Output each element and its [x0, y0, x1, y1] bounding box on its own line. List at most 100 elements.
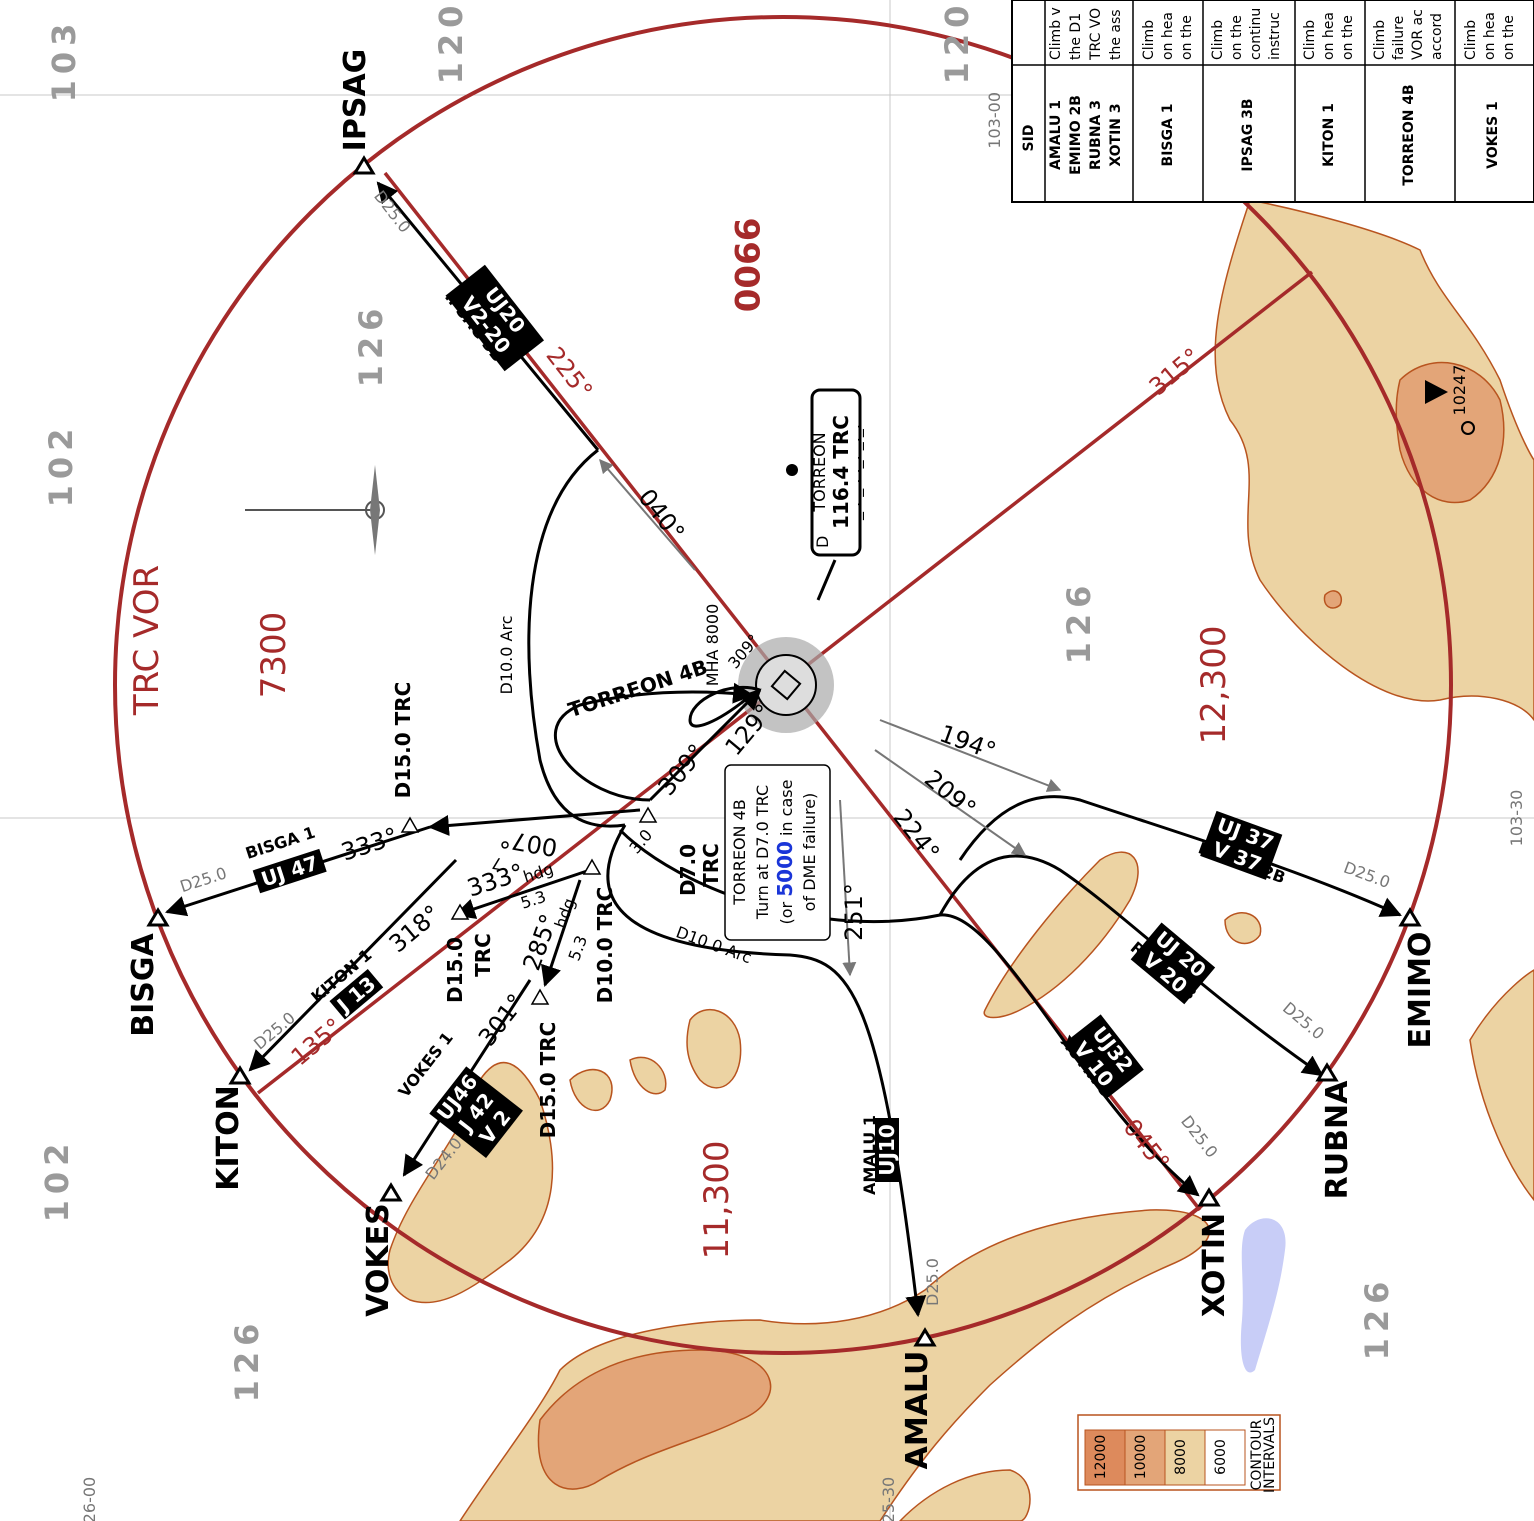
note-altitude: 5000 — [773, 841, 797, 897]
svg-text:VOR ac: VOR ac — [1410, 9, 1426, 60]
svg-text:the D1: the D1 — [1068, 13, 1084, 60]
dist-d25-xotin: D25.0 — [1177, 1112, 1221, 1161]
svg-text:12000: 12000 — [1093, 1435, 1109, 1480]
svg-text:UJ10: UJ10 — [875, 1124, 899, 1176]
svg-text:on the: on the — [1340, 15, 1356, 60]
airway-amalu: UJ10 — [875, 1118, 899, 1182]
svg-text:continu: continu — [1248, 8, 1264, 60]
vor-rose — [755, 654, 817, 716]
route-amalu: AMALU 1 — [860, 1115, 879, 1195]
msa-bearing-315: 315° — [1144, 343, 1206, 402]
navaid-freq: 116.4 TRC — [829, 415, 853, 529]
navaid-morse: _ . _ . ._. _._. — [845, 424, 865, 521]
fix-d15-w2: TRC — [471, 933, 495, 977]
arc-label-a: D10.0 Arc — [497, 616, 516, 695]
grid-label-tl: 103 — [45, 18, 83, 103]
svg-text:on hea: on hea — [1160, 12, 1176, 60]
terrain-mid1 — [983, 851, 1139, 1019]
spot-elev-icon — [1461, 421, 1475, 435]
grid-label-lc: 126 — [228, 1318, 266, 1403]
svg-text:failure: failure — [1391, 16, 1407, 60]
gray-arrows — [599, 458, 1062, 977]
coord-bottom-mid: 25-30 — [879, 1477, 898, 1521]
route-torreon: TORREON 4B — [565, 655, 710, 723]
course-318: 318° — [384, 900, 446, 959]
svg-text:Climb v: Climb v — [1048, 7, 1064, 60]
svg-text:INTERVALS: INTERVALS — [1262, 1417, 1278, 1493]
fix-d15-n: D15.0 TRC — [391, 682, 415, 799]
sid-table: SID AMALU 1 EMIMO 2B RUBNA 3 XOTIN 3 Cli… — [1011, 0, 1534, 203]
msa-s: 11,300 — [697, 1141, 737, 1260]
svg-text:on the: on the — [1501, 15, 1517, 60]
svg-text:KITON 1: KITON 1 — [1321, 103, 1337, 167]
svg-text:VOKES 1: VOKES 1 — [1485, 101, 1501, 169]
svg-text:10000: 10000 — [1133, 1435, 1149, 1480]
waypoint-triangles — [146, 155, 1422, 1347]
coord-bottom-left: 26-00 — [80, 1477, 99, 1521]
svg-text:TRC VO: TRC VO — [1088, 8, 1104, 61]
wp-vokes[interactable]: VOKES — [361, 1203, 396, 1317]
svg-text:instruc: instruc — [1267, 12, 1283, 60]
navaid-box: TORREON 116.4 TRC D _ . _ . ._. _._. — [786, 388, 865, 601]
dist-d25-emimo: D25.0 — [1341, 858, 1393, 892]
contour-legend: 12000 10000 8000 6000 CONTOUR INTERVALS — [1077, 1414, 1281, 1493]
svg-text:of DME failure): of DME failure) — [800, 793, 819, 912]
svg-text:XOTIN 3: XOTIN 3 — [1108, 103, 1124, 166]
course-251: 251° — [840, 883, 868, 941]
svg-text:6000: 6000 — [1213, 1439, 1229, 1475]
navaid-name: TORREON — [810, 432, 829, 512]
svg-text:TORREON 4B: TORREON 4B — [730, 799, 749, 906]
fix-d15-w1: D15.0 — [443, 937, 467, 1003]
msa-e: 12,300 — [1194, 626, 1234, 745]
course-301: 301° — [473, 989, 531, 1052]
dist-d25-amalu: D25.0 — [923, 1258, 942, 1306]
coord-right: 103-30 — [1507, 790, 1526, 847]
terrain-south-mid — [537, 1349, 772, 1490]
terrain-east-mid — [1395, 361, 1505, 504]
course-040: 040° — [632, 484, 690, 547]
svg-text:Climb: Climb — [1141, 20, 1157, 60]
dist-d25-bisga: D25.0 — [178, 863, 229, 896]
grid-label-uc: 126 — [352, 303, 390, 388]
fix-d7b: TRC — [699, 843, 723, 887]
hdg-label-b: hdg — [551, 896, 579, 931]
fix-d15-s: D15.0 TRC — [536, 1022, 560, 1139]
airway-xotin: UJ32 V 10 — [1062, 1014, 1144, 1100]
svg-text:8000: 8000 — [1173, 1439, 1189, 1475]
wp-emimo[interactable]: EMIMO — [1403, 932, 1438, 1049]
grid-label-br: 126 — [1358, 1276, 1396, 1361]
dist-7: 7 — [490, 853, 503, 873]
sid-header: SID — [1021, 125, 1037, 152]
grid-label-tc2: 120 — [938, 0, 976, 84]
wp-rubna[interactable]: RUBNA — [1320, 1080, 1355, 1199]
svg-text:TORREON 4B: TORREON 4B — [1401, 84, 1417, 185]
wp-kiton[interactable]: KITON — [211, 1085, 246, 1190]
svg-text:Climb: Climb — [1302, 20, 1318, 60]
svg-text:Climb: Climb — [1210, 20, 1226, 60]
grid-label-bl: 102 — [38, 1138, 76, 1223]
obstacle-arrow-icon — [1425, 380, 1448, 404]
fix-d7a: D7.0 — [676, 844, 700, 896]
grid-label-ml: 102 — [42, 423, 80, 508]
course-224: 224° — [887, 804, 945, 867]
note-box: TORREON 4B Turn at D7.0 TRC (or 5000 in … — [724, 764, 831, 941]
svg-text:CONTOUR: CONTOUR — [1249, 1419, 1265, 1490]
wp-ipsag[interactable]: IPSAG — [338, 49, 373, 152]
dist-53b: 5.3 — [565, 933, 592, 963]
svg-text:(or 5000 in case: (or 5000 in case — [773, 780, 797, 925]
course-194: 194° — [936, 719, 1000, 765]
msa-nw: 9900 — [726, 218, 766, 313]
wp-bisga[interactable]: BISGA — [126, 932, 161, 1036]
dist-d25-ipsag: D25.0 — [370, 187, 414, 236]
spot-elev: 10247 — [1450, 365, 1469, 416]
terrain-east — [1214, 199, 1534, 722]
fix-triangles — [400, 806, 658, 1005]
vor-symbol-icon — [770, 669, 802, 701]
wp-amalu[interactable]: AMALU — [900, 1351, 935, 1470]
wp-xotin[interactable]: XOTIN — [1197, 1213, 1232, 1317]
svg-text:on hea: on hea — [1482, 12, 1498, 60]
dist-3: 3.0 — [625, 826, 656, 858]
navaid-d: D — [813, 536, 832, 548]
route-lines — [165, 181, 1402, 1318]
